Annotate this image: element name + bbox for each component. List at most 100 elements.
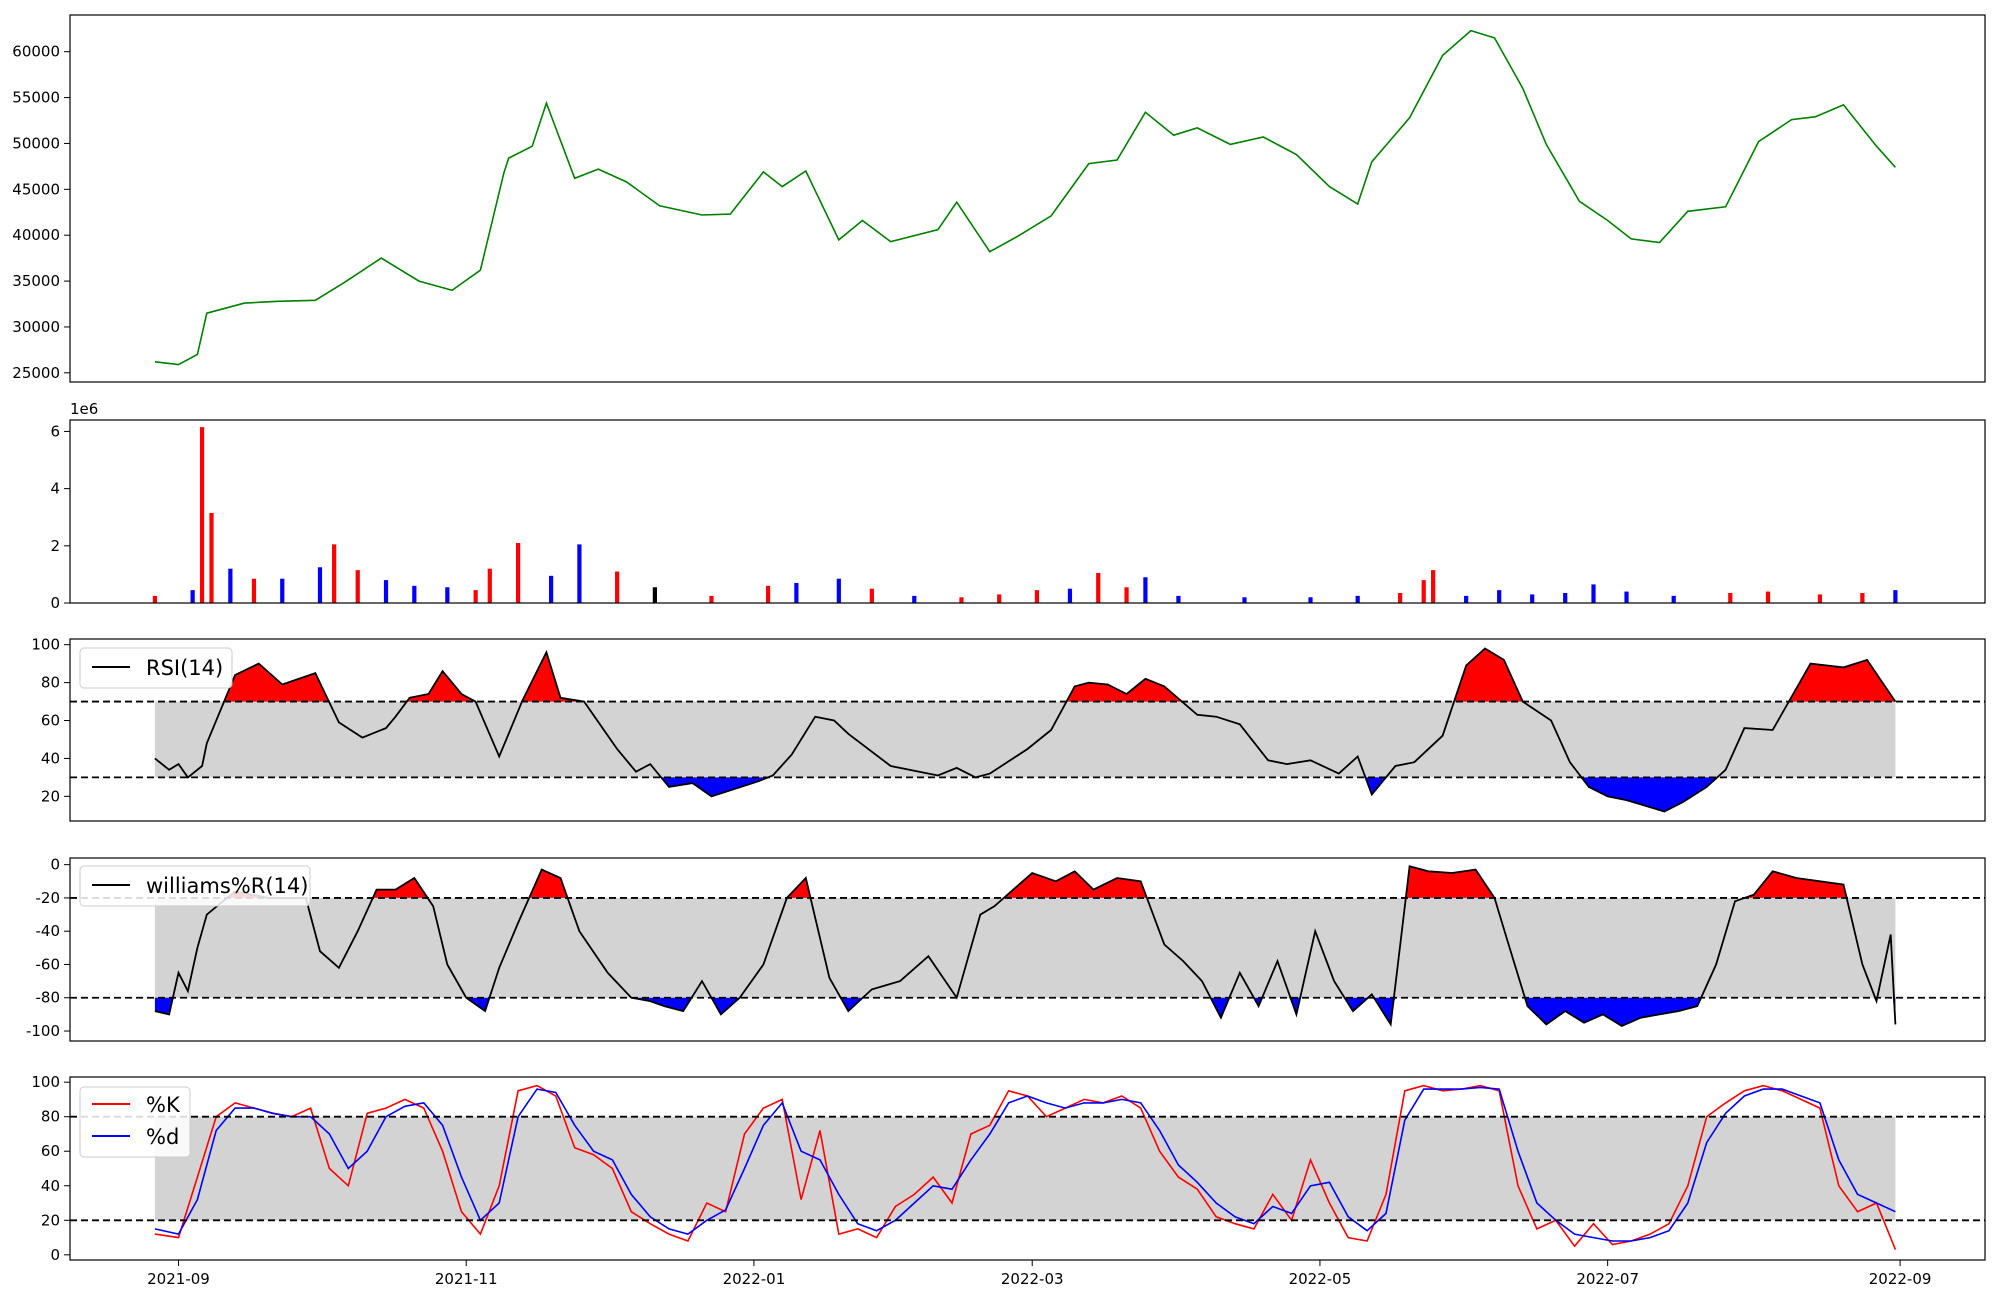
y-tick-label: 2: [50, 537, 60, 555]
y-tick-label: 0: [50, 594, 60, 612]
volume-bar: [1563, 592, 1568, 603]
y-tick-label: 100: [31, 636, 60, 654]
volume-bar: [355, 570, 360, 603]
volume-bar: [869, 588, 874, 603]
volume-bar: [228, 568, 233, 603]
y-tick-label: 80: [41, 1108, 60, 1126]
volume-bar: [549, 575, 554, 603]
volume-bar: [515, 542, 521, 603]
x-axis: 2021-09 2021-11 2022-01 2022-03 2022-05 2022-…: [147, 1260, 1931, 1288]
y-tick-label: 0: [50, 856, 60, 874]
volume-panel: 1e6 0 2 4 6: [50, 400, 1986, 612]
volume-bar: [412, 585, 417, 603]
x-tick-label: 2021-09: [147, 1270, 210, 1288]
volume-bar: [1143, 577, 1148, 603]
indicator-line: [154, 647, 1897, 813]
legend-label-d: %d: [146, 1125, 179, 1149]
volume-bar: [709, 595, 714, 603]
x-tick-label: 2022-03: [1001, 1270, 1064, 1288]
volume-bar: [1624, 591, 1629, 603]
y-tick-label: 60: [41, 1142, 60, 1160]
legend-label-williams: williams%R(14): [146, 874, 308, 898]
volume-bar: [1242, 597, 1247, 603]
volume-bar: [1431, 570, 1436, 603]
y-tick-label: 6: [50, 422, 60, 440]
y-tick-label: 20: [41, 1211, 60, 1229]
overbought-fill: [154, 648, 1896, 702]
y-tick-label: -80: [36, 989, 61, 1007]
volume-bar: [199, 427, 205, 603]
volume-bar: [794, 582, 799, 603]
y-tick-label: 4: [50, 480, 60, 498]
x-tick-label: 2022-05: [1289, 1270, 1352, 1288]
axes-frame: [69, 419, 1986, 604]
axes-frame: [69, 14, 1986, 383]
volume-bar: [615, 571, 620, 603]
y-tick-label: 35000: [12, 272, 60, 290]
rsi-legend: RSI(14): [79, 647, 233, 689]
volume-bar: [383, 580, 389, 603]
y-tick-label: -20: [36, 889, 61, 907]
y-tick-label: 45000: [12, 180, 60, 198]
axes-frame: [69, 1076, 1986, 1261]
volume-bar: [332, 544, 337, 603]
y-tick-label: -60: [36, 955, 61, 973]
volume-bar: [1124, 587, 1129, 603]
y-tick-label: -40: [36, 922, 61, 940]
legend-label-rsi: RSI(14): [146, 656, 223, 680]
volume-bar: [209, 512, 214, 603]
y-tick-label: 30000: [12, 318, 60, 336]
y-tick-label: 20: [41, 787, 60, 805]
threshold-band: [154, 701, 1896, 778]
volume-bar: [251, 578, 257, 603]
y-tick-label: 80: [41, 674, 60, 692]
volume-bar: [997, 594, 1002, 603]
volume-bar: [1421, 580, 1426, 603]
y-tick-label: 40000: [12, 226, 60, 244]
x-tick-label: 2022-09: [1869, 1270, 1932, 1288]
y-tick-label: 50000: [12, 134, 60, 152]
x-tick-label: 2022-01: [723, 1270, 786, 1288]
volume-bar: [1671, 595, 1676, 603]
volume-bar: [1860, 592, 1865, 603]
y-tick-label: 55000: [12, 89, 60, 107]
threshold-band: [154, 897, 1896, 998]
threshold-band: [154, 1116, 1896, 1221]
price-line: [154, 29, 1896, 366]
stochastic-legend: %K %d: [79, 1086, 191, 1158]
legend-label-k: %K: [146, 1093, 181, 1117]
series-line: [154, 1086, 1896, 1242]
williams-panel: williams%R(14) 0 -20 -40 -60 -80 -100: [26, 856, 1986, 1042]
volume-bar: [1308, 597, 1313, 603]
x-tick-label: 2022-07: [1576, 1270, 1639, 1288]
y-tick-label: 60000: [12, 43, 60, 61]
volume-bar: [836, 578, 841, 603]
volume-bar: [1034, 590, 1040, 603]
y-tick-label: 40: [41, 749, 60, 767]
volume-bar: [1176, 595, 1181, 603]
volume-bar: [577, 544, 582, 603]
x-tick-label: 2021-11: [435, 1270, 498, 1288]
y-tick-label: 40: [41, 1177, 60, 1195]
oversold-fill: [154, 997, 1896, 1026]
williams-legend: williams%R(14): [79, 865, 311, 907]
volume-offset-label: 1e6: [70, 400, 98, 418]
volume-bar: [190, 590, 195, 603]
volume-bar: [487, 568, 492, 603]
volume-bar: [1464, 595, 1469, 603]
axes-frame: [69, 638, 1986, 822]
volume-bar: [280, 578, 285, 603]
volume-bar: [959, 597, 964, 603]
volume-bar: [765, 585, 771, 603]
volume-bar: [1497, 590, 1502, 603]
volume-bar: [1591, 584, 1596, 603]
volume-bar: [1398, 592, 1403, 603]
volume-bar: [1728, 592, 1733, 603]
volume-bar: [152, 595, 158, 603]
overbought-fill: [154, 866, 1896, 898]
y-tick-label: 60: [41, 712, 60, 730]
volume-bar: [912, 595, 917, 603]
oversold-fill: [154, 777, 1896, 812]
volume-bar: [1067, 588, 1073, 603]
